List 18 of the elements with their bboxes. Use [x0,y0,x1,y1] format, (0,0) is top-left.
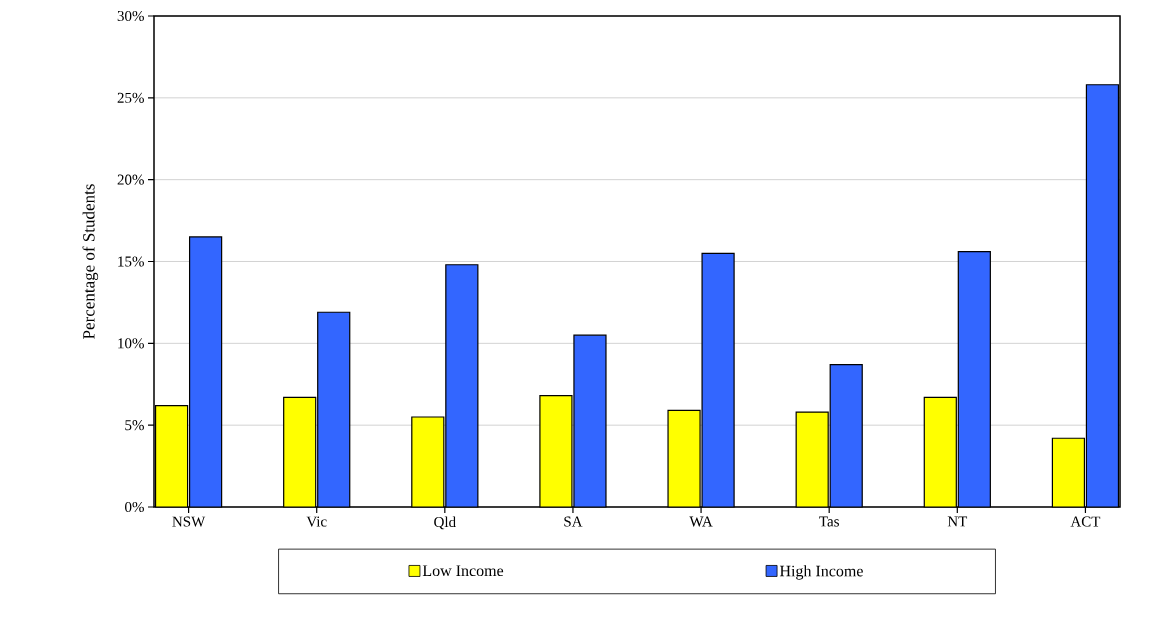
x-tick-label: Tas [819,516,839,527]
x-tick-label: NSW [172,516,206,527]
legend-label: High Income [779,565,863,580]
y-tick-label: 5% [125,420,144,431]
x-tick-label: ACT [1070,516,1101,527]
y-axis-title: Percentage of Students [82,184,99,339]
x-tick-label: SA [564,516,583,527]
legend-label: Low Income [422,565,504,577]
y-tick-label: 20% [117,174,144,185]
x-tick-label: Vic [306,516,327,527]
x-tick-label: NT [947,516,968,527]
y-tick-label: 25% [117,92,144,103]
y-tick-label: 10% [118,338,144,349]
y-tick-label: 30% [117,10,144,22]
x-tick-label: Qld [434,516,456,530]
y-tick-label: 15% [118,256,144,267]
y-tick-label: 0% [125,501,144,513]
x-tick-label: WA [689,516,713,527]
